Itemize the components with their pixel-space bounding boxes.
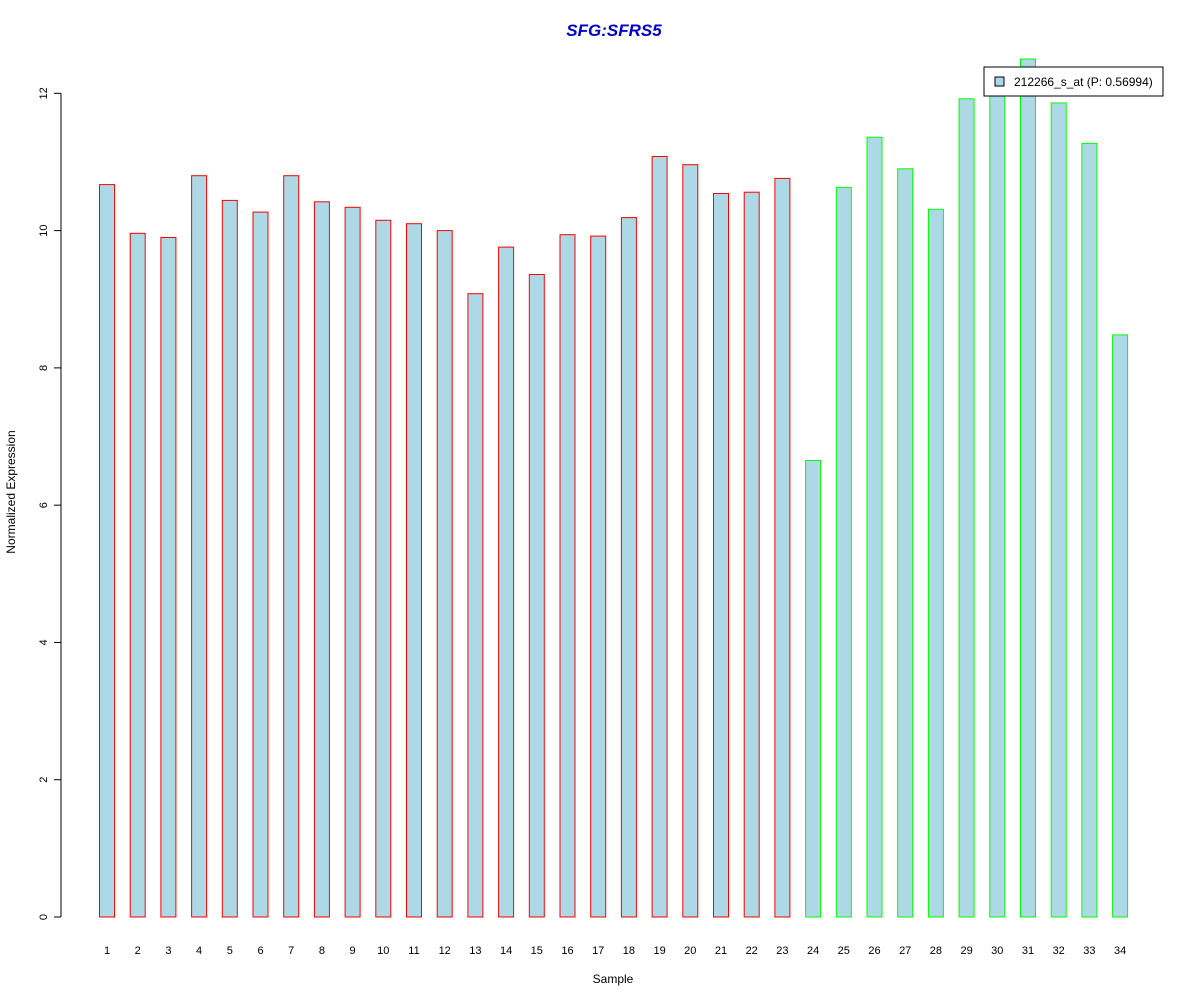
y-tick-label: 12 bbox=[38, 87, 50, 99]
legend-swatch bbox=[994, 76, 1005, 87]
bar-sample-23 bbox=[774, 177, 791, 918]
y-axis: 0 2 4 6 8 10 12 bbox=[38, 87, 62, 920]
x-tick-label: 31 bbox=[1022, 945, 1034, 957]
bar-sample-1 bbox=[99, 184, 115, 918]
bar-sample-9 bbox=[344, 206, 361, 918]
bar-sample-10 bbox=[375, 219, 392, 918]
bar-sample-11 bbox=[406, 223, 422, 918]
bar-sample-25 bbox=[835, 186, 852, 918]
bar-sample-19 bbox=[651, 156, 668, 918]
x-tick-label: 25 bbox=[838, 945, 850, 957]
bar-sample-7 bbox=[283, 175, 300, 918]
x-tick-label: 30 bbox=[991, 945, 1003, 957]
x-tick-label: 18 bbox=[623, 945, 635, 957]
x-tick-label: 29 bbox=[960, 945, 972, 957]
bar-sample-4 bbox=[191, 175, 208, 918]
bar-sample-6 bbox=[252, 211, 269, 918]
bar-sample-27 bbox=[897, 168, 914, 918]
x-tick-label: 34 bbox=[1114, 945, 1126, 957]
x-tick-label: 22 bbox=[746, 945, 758, 957]
bar-sample-33 bbox=[1081, 142, 1098, 918]
x-tick-label: 32 bbox=[1053, 945, 1065, 957]
y-tick-label: 8 bbox=[38, 365, 50, 371]
bar-sample-15 bbox=[528, 274, 545, 918]
bar-sample-34 bbox=[1112, 334, 1129, 918]
legend-entry: 212266_s_at (P: 0.56994) bbox=[1014, 75, 1153, 89]
bar-sample-24 bbox=[805, 460, 822, 918]
bar-sample-16 bbox=[559, 234, 576, 918]
x-tick-label: 10 bbox=[377, 945, 389, 957]
y-tick-label: 10 bbox=[38, 224, 50, 236]
y-tick-label: 0 bbox=[38, 914, 50, 920]
x-tick-label: 21 bbox=[715, 945, 727, 957]
x-tick-label: 24 bbox=[807, 945, 819, 957]
x-tick-label: 14 bbox=[500, 945, 512, 957]
x-tick-label: 27 bbox=[899, 945, 911, 957]
legend: 212266_s_at (P: 0.56994) bbox=[983, 66, 1164, 97]
y-tick-label: 2 bbox=[38, 777, 50, 783]
x-tick-label: 26 bbox=[868, 945, 880, 957]
bar-sample-30 bbox=[989, 92, 1006, 918]
x-tick-label: 12 bbox=[439, 945, 451, 957]
bar-sample-3 bbox=[160, 237, 177, 918]
bar-sample-13 bbox=[467, 293, 484, 918]
x-tick-label: 4 bbox=[196, 945, 202, 957]
bar-sample-31 bbox=[1020, 58, 1036, 918]
bar-sample-12 bbox=[436, 230, 453, 918]
y-tick-label: 4 bbox=[38, 639, 50, 645]
x-tick-label: 20 bbox=[684, 945, 696, 957]
x-tick-label: 5 bbox=[227, 945, 233, 957]
bar-sample-2 bbox=[129, 232, 146, 918]
bar-sample-28 bbox=[927, 208, 944, 918]
x-tick-label: 17 bbox=[592, 945, 604, 957]
x-tick-label: 19 bbox=[653, 945, 665, 957]
x-tick-label: 6 bbox=[257, 945, 263, 957]
bar-sample-21 bbox=[713, 193, 729, 918]
bar-sample-18 bbox=[620, 217, 637, 918]
bar-sample-26 bbox=[866, 136, 883, 918]
x-tick-label: 16 bbox=[561, 945, 573, 957]
x-tick-label: 9 bbox=[350, 945, 356, 957]
chart-title: SFG:SFRS5 bbox=[566, 21, 662, 40]
legend-box bbox=[983, 66, 1164, 97]
x-tick-label: 1 bbox=[104, 945, 110, 957]
x-tick-label: 11 bbox=[408, 945, 419, 957]
x-tick-label: 2 bbox=[135, 945, 141, 957]
x-axis-label: Sample bbox=[593, 972, 634, 986]
x-tick-labels: 1 2 3 4 5 6 7 8 9 10 11 12 13 14 15 16 17 18 19 20 21 22 23 24 2… bbox=[104, 945, 1126, 957]
bars bbox=[99, 58, 1129, 918]
bar-sample-5 bbox=[221, 199, 238, 918]
x-tick-label: 13 bbox=[469, 945, 481, 957]
x-tick-label: 3 bbox=[165, 945, 171, 957]
x-tick-label: 7 bbox=[288, 945, 294, 957]
x-tick-label: 33 bbox=[1083, 945, 1095, 957]
bar-sample-29 bbox=[958, 98, 975, 918]
y-axis-label: Normalized Expression bbox=[4, 430, 18, 553]
bar-sample-32 bbox=[1050, 102, 1067, 918]
x-tick-label: 28 bbox=[930, 945, 942, 957]
bar-sample-22 bbox=[743, 191, 760, 918]
x-tick-label: 23 bbox=[776, 945, 788, 957]
y-tick-label: 6 bbox=[38, 502, 50, 508]
x-tick-label: 8 bbox=[319, 945, 325, 957]
bar-sample-17 bbox=[590, 235, 607, 918]
bar-sample-8 bbox=[313, 201, 330, 918]
bar-sample-20 bbox=[682, 164, 699, 918]
bar-sample-14 bbox=[498, 246, 515, 918]
x-tick-label: 15 bbox=[531, 945, 543, 957]
